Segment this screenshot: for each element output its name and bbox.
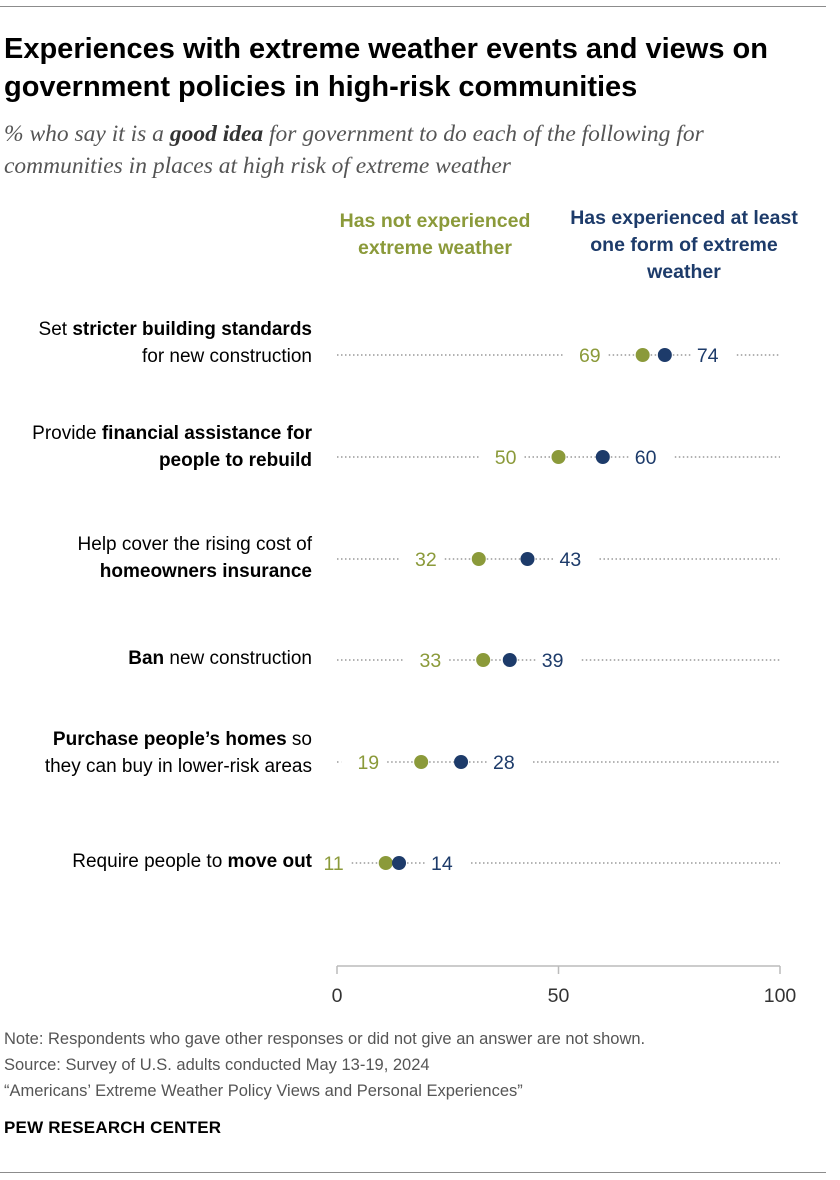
value-label-experienced: 74 bbox=[697, 345, 719, 367]
dot-plot: 69 74 50 60 32 43 33 39 19 28 11 14 0 50 100 bbox=[323, 345, 797, 1007]
value-label-not-experienced: 11 bbox=[323, 853, 343, 875]
value-label-not-experienced: 33 bbox=[419, 650, 441, 672]
chart-title: Experiences with extreme weather events … bbox=[4, 33, 768, 103]
point-experienced bbox=[657, 348, 672, 362]
category-label: Set stricter building standards for new … bbox=[12, 316, 312, 370]
point-not-experienced bbox=[635, 348, 650, 362]
value-label-experienced: 60 bbox=[635, 447, 657, 469]
value-label-experienced: 14 bbox=[431, 853, 453, 875]
category-label-bold: stricter building standards bbox=[72, 319, 312, 340]
value-label-experienced: 28 bbox=[493, 752, 515, 774]
note-text: Note: Respondents who gave other respons… bbox=[4, 1030, 646, 1048]
report-title-text: “Americans’ Extreme Weather Policy Views… bbox=[4, 1082, 523, 1100]
category-label-text: for new construction bbox=[141, 346, 312, 367]
category-label: Provide financial assistance for people … bbox=[12, 420, 312, 474]
top-rule bbox=[0, 6, 826, 7]
bottom-rule bbox=[0, 1172, 826, 1173]
category-label-bold: move out bbox=[227, 851, 312, 872]
category-label: Help cover the rising cost of homeowners… bbox=[12, 531, 312, 585]
category-label-text: so they can buy in lower-risk areas bbox=[44, 729, 312, 777]
x-tick-label: 50 bbox=[548, 985, 570, 1007]
legend-not-experienced: Has not experienced extreme weather bbox=[339, 210, 531, 259]
subtitle-before: % who say it is a bbox=[4, 121, 170, 147]
brand-name: PEW RESEARCH CENTER bbox=[4, 1118, 222, 1137]
chart-subtitle: % who say it is a good idea for governme… bbox=[4, 118, 824, 182]
point-not-experienced bbox=[551, 450, 566, 464]
category-label-bold: homeowners insurance bbox=[99, 561, 312, 582]
value-label-not-experienced: 50 bbox=[495, 447, 517, 469]
point-experienced bbox=[392, 856, 407, 870]
point-not-experienced bbox=[378, 856, 393, 870]
subtitle-after: for government to do each of the followi… bbox=[4, 121, 704, 179]
category-label-text: Provide bbox=[32, 423, 102, 444]
category-label: Require people to move out bbox=[12, 848, 312, 875]
point-experienced bbox=[595, 450, 610, 464]
value-label-experienced: 43 bbox=[559, 549, 581, 571]
value-label-experienced: 39 bbox=[542, 650, 564, 672]
value-label-not-experienced: 19 bbox=[357, 752, 379, 774]
subtitle-emphasis: good idea bbox=[169, 121, 264, 147]
x-tick-label: 0 bbox=[332, 985, 343, 1007]
category-label-text: Help cover the rising cost of bbox=[77, 534, 312, 555]
point-not-experienced bbox=[476, 653, 491, 667]
category-label: Purchase people’s homes so they can buy … bbox=[12, 726, 312, 780]
category-label-bold: Purchase people’s homes bbox=[52, 729, 287, 750]
value-label-not-experienced: 32 bbox=[415, 549, 437, 571]
x-tick-label: 100 bbox=[764, 985, 797, 1007]
category-label-bold: Ban bbox=[128, 648, 165, 669]
category-label-text: Set bbox=[38, 319, 73, 340]
point-experienced bbox=[502, 653, 517, 667]
source-text: Source: Survey of U.S. adults conducted … bbox=[4, 1056, 430, 1074]
category-label-text: new construction bbox=[164, 648, 312, 669]
point-experienced bbox=[520, 552, 535, 566]
value-label-not-experienced: 69 bbox=[579, 345, 601, 367]
category-label-text: Require people to bbox=[72, 851, 228, 872]
point-experienced bbox=[454, 755, 469, 769]
category-label: Ban new construction bbox=[12, 645, 312, 672]
point-not-experienced bbox=[414, 755, 429, 769]
category-label-bold: financial assistance for people to rebui… bbox=[101, 423, 312, 471]
legend-experienced: Has experienced at least one form of ext… bbox=[570, 207, 798, 283]
point-not-experienced bbox=[471, 552, 486, 566]
notes: Note: Respondents who gave other respons… bbox=[4, 1026, 645, 1104]
